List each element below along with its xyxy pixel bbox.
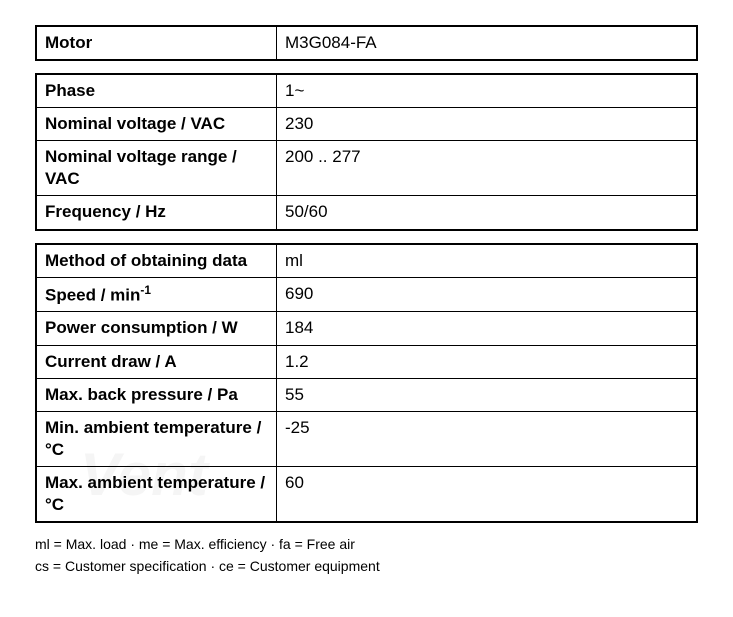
- table-row: Max. ambient temperature / °C 60: [37, 467, 696, 521]
- label-nominal-voltage: Nominal voltage / VAC: [37, 108, 277, 140]
- table-row: Power consumption / W 184: [37, 312, 696, 345]
- table-row: Speed / min-1 690: [37, 278, 696, 313]
- value-max-temp: 60: [277, 467, 696, 521]
- value-min-temp: -25: [277, 412, 696, 466]
- table-row: Current draw / A 1.2: [37, 346, 696, 379]
- motor-table: Motor M3G084-FA: [35, 25, 698, 61]
- value-motor: M3G084-FA: [277, 27, 696, 59]
- footnote-line1: ml = Max. load · me = Max. efficiency · …: [35, 535, 698, 555]
- value-frequency: 50/60: [277, 196, 696, 228]
- table-row: Phase 1~: [37, 75, 696, 108]
- table-row: Min. ambient temperature / °C -25: [37, 412, 696, 467]
- table-row: Motor M3G084-FA: [37, 27, 696, 59]
- value-power: 184: [277, 312, 696, 344]
- label-power: Power consumption / W: [37, 312, 277, 344]
- label-max-temp: Max. ambient temperature / °C: [37, 467, 277, 521]
- table-row: Nominal voltage range / VAC 200 .. 277: [37, 141, 696, 196]
- table-row: Frequency / Hz 50/60: [37, 196, 696, 228]
- label-speed: Speed / min-1: [37, 278, 277, 312]
- performance-table: Method of obtaining data ml Speed / min-…: [35, 243, 698, 524]
- table-row: Nominal voltage / VAC 230: [37, 108, 696, 141]
- label-current: Current draw / A: [37, 346, 277, 378]
- value-backpressure: 55: [277, 379, 696, 411]
- footnote-line2: cs = Customer specification · ce = Custo…: [35, 557, 698, 577]
- label-method: Method of obtaining data: [37, 245, 277, 277]
- value-voltage-range: 200 .. 277: [277, 141, 696, 195]
- label-speed-text: Speed / min: [45, 285, 140, 304]
- table-row: Method of obtaining data ml: [37, 245, 696, 278]
- label-voltage-range: Nominal voltage range / VAC: [37, 141, 277, 195]
- value-speed: 690: [277, 278, 696, 312]
- label-motor: Motor: [37, 27, 277, 59]
- value-method: ml: [277, 245, 696, 277]
- electrical-table: Phase 1~ Nominal voltage / VAC 230 Nomin…: [35, 73, 698, 230]
- value-nominal-voltage: 230: [277, 108, 696, 140]
- table-row: Max. back pressure / Pa 55: [37, 379, 696, 412]
- label-phase: Phase: [37, 75, 277, 107]
- label-backpressure: Max. back pressure / Pa: [37, 379, 277, 411]
- label-speed-sup: -1: [140, 283, 151, 297]
- label-frequency: Frequency / Hz: [37, 196, 277, 228]
- value-phase: 1~: [277, 75, 696, 107]
- label-min-temp: Min. ambient temperature / °C: [37, 412, 277, 466]
- value-current: 1.2: [277, 346, 696, 378]
